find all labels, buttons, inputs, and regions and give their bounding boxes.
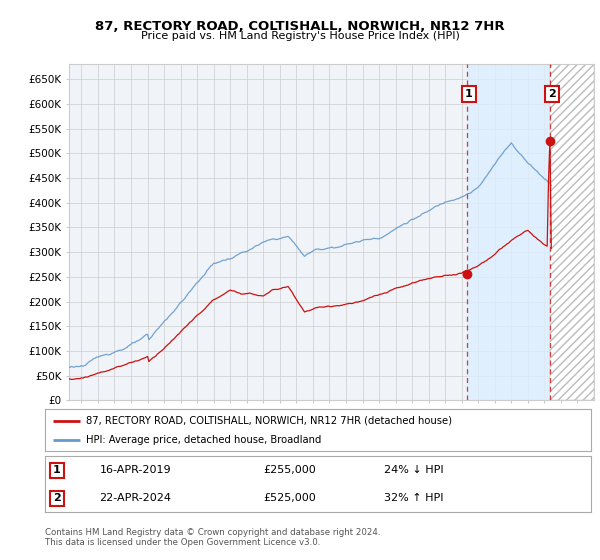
Text: 1: 1 bbox=[53, 465, 61, 475]
Text: Price paid vs. HM Land Registry's House Price Index (HPI): Price paid vs. HM Land Registry's House … bbox=[140, 31, 460, 41]
Text: 1: 1 bbox=[465, 89, 473, 99]
Text: 87, RECTORY ROAD, COLTISHALL, NORWICH, NR12 7HR: 87, RECTORY ROAD, COLTISHALL, NORWICH, N… bbox=[95, 20, 505, 32]
Bar bbox=[550, 64, 594, 400]
Text: 24% ↓ HPI: 24% ↓ HPI bbox=[383, 465, 443, 475]
Text: £255,000: £255,000 bbox=[263, 465, 316, 475]
Bar bbox=[467, 64, 550, 400]
Text: 87, RECTORY ROAD, COLTISHALL, NORWICH, NR12 7HR (detached house): 87, RECTORY ROAD, COLTISHALL, NORWICH, N… bbox=[86, 416, 452, 426]
Text: 2: 2 bbox=[548, 89, 556, 99]
Text: 2: 2 bbox=[53, 493, 61, 503]
Text: 32% ↑ HPI: 32% ↑ HPI bbox=[383, 493, 443, 503]
Bar bbox=[550, 64, 594, 400]
Text: 22-APR-2024: 22-APR-2024 bbox=[100, 493, 172, 503]
Text: HPI: Average price, detached house, Broadland: HPI: Average price, detached house, Broa… bbox=[86, 435, 322, 445]
Text: £525,000: £525,000 bbox=[263, 493, 316, 503]
Text: Contains HM Land Registry data © Crown copyright and database right 2024.
This d: Contains HM Land Registry data © Crown c… bbox=[45, 528, 380, 547]
Text: 16-APR-2019: 16-APR-2019 bbox=[100, 465, 171, 475]
